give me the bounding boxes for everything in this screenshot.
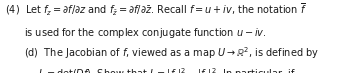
Text: $J_f = \mathrm{det}(Df)$. Show that $J_f = |f_z|^2 - |f_{\bar{z}}|^2$. In partic: $J_f = \mathrm{det}(Df)$. Show that $J_f… [37, 66, 295, 73]
Text: (4)  Let $f_z = \partial f/\partial z$ and $f_{\bar{z}} = \partial f/\partial \b: (4) Let $f_z = \partial f/\partial z$ an… [5, 2, 306, 18]
Text: (d)  The Jacobian of $f$, viewed as a map $U \to \mathbb{R}^2$, is defined by: (d) The Jacobian of $f$, viewed as a map… [24, 45, 319, 61]
Text: is used for the complex conjugate function $u - iv$.: is used for the complex conjugate functi… [24, 26, 266, 40]
